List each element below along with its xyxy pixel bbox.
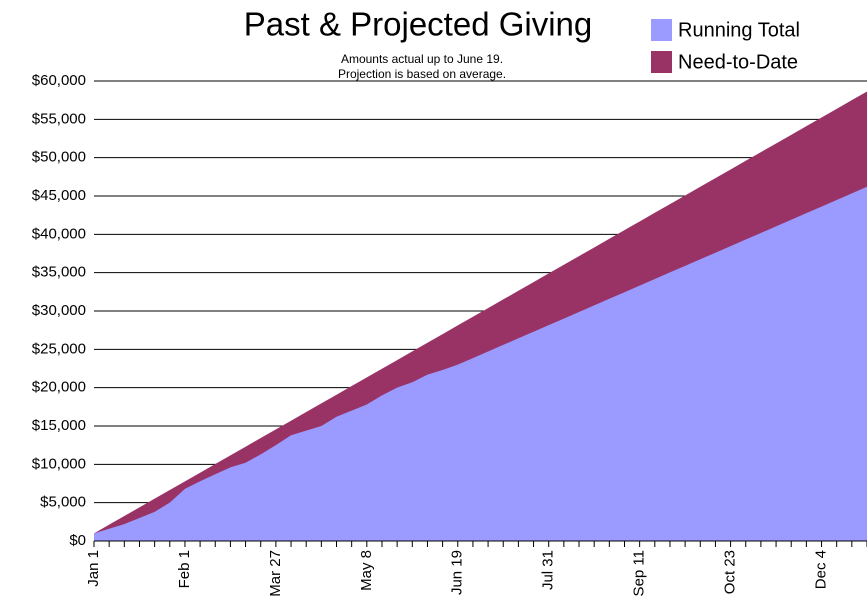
x-tick-label: May 8 bbox=[358, 550, 375, 591]
subtitle: Projection is based on average. bbox=[338, 67, 506, 81]
legend-label: Need-to-Date bbox=[678, 51, 798, 73]
legend-label: Running Total bbox=[678, 19, 800, 41]
y-tick-label: $10,000 bbox=[32, 455, 86, 472]
subtitle: Amounts actual up to June 19. bbox=[341, 52, 503, 66]
legend-swatch bbox=[651, 51, 672, 73]
y-tick-label: $30,000 bbox=[32, 302, 86, 319]
y-tick-label: $20,000 bbox=[32, 379, 86, 396]
y-tick-label: $25,000 bbox=[32, 340, 86, 357]
x-tick-label: Sep 11 bbox=[631, 550, 648, 596]
y-tick-label: $50,000 bbox=[32, 149, 86, 166]
y-tick-label: $0 bbox=[69, 532, 86, 549]
y-tick-label: $45,000 bbox=[32, 187, 86, 204]
y-tick-label: $35,000 bbox=[32, 264, 86, 281]
x-tick-label: Mar 27 bbox=[267, 550, 284, 597]
x-tick-label: Jan 1 bbox=[85, 550, 102, 587]
y-tick-label: $5,000 bbox=[40, 494, 86, 511]
chart-title: Past & Projected Giving bbox=[244, 6, 593, 43]
legend-swatch bbox=[651, 19, 672, 41]
x-tick-label: Jul 31 bbox=[540, 550, 557, 590]
x-tick-label: Jun 19 bbox=[449, 550, 466, 595]
x-tick-label: Feb 1 bbox=[176, 550, 193, 588]
x-tick-label: Oct 23 bbox=[722, 550, 739, 594]
y-tick-label: $40,000 bbox=[32, 225, 86, 242]
y-tick-label: $60,000 bbox=[32, 72, 86, 89]
y-tick-label: $15,000 bbox=[32, 417, 86, 434]
x-tick-label: Dec 4 bbox=[812, 550, 829, 589]
y-tick-label: $55,000 bbox=[32, 110, 86, 127]
area bbox=[94, 186, 867, 542]
